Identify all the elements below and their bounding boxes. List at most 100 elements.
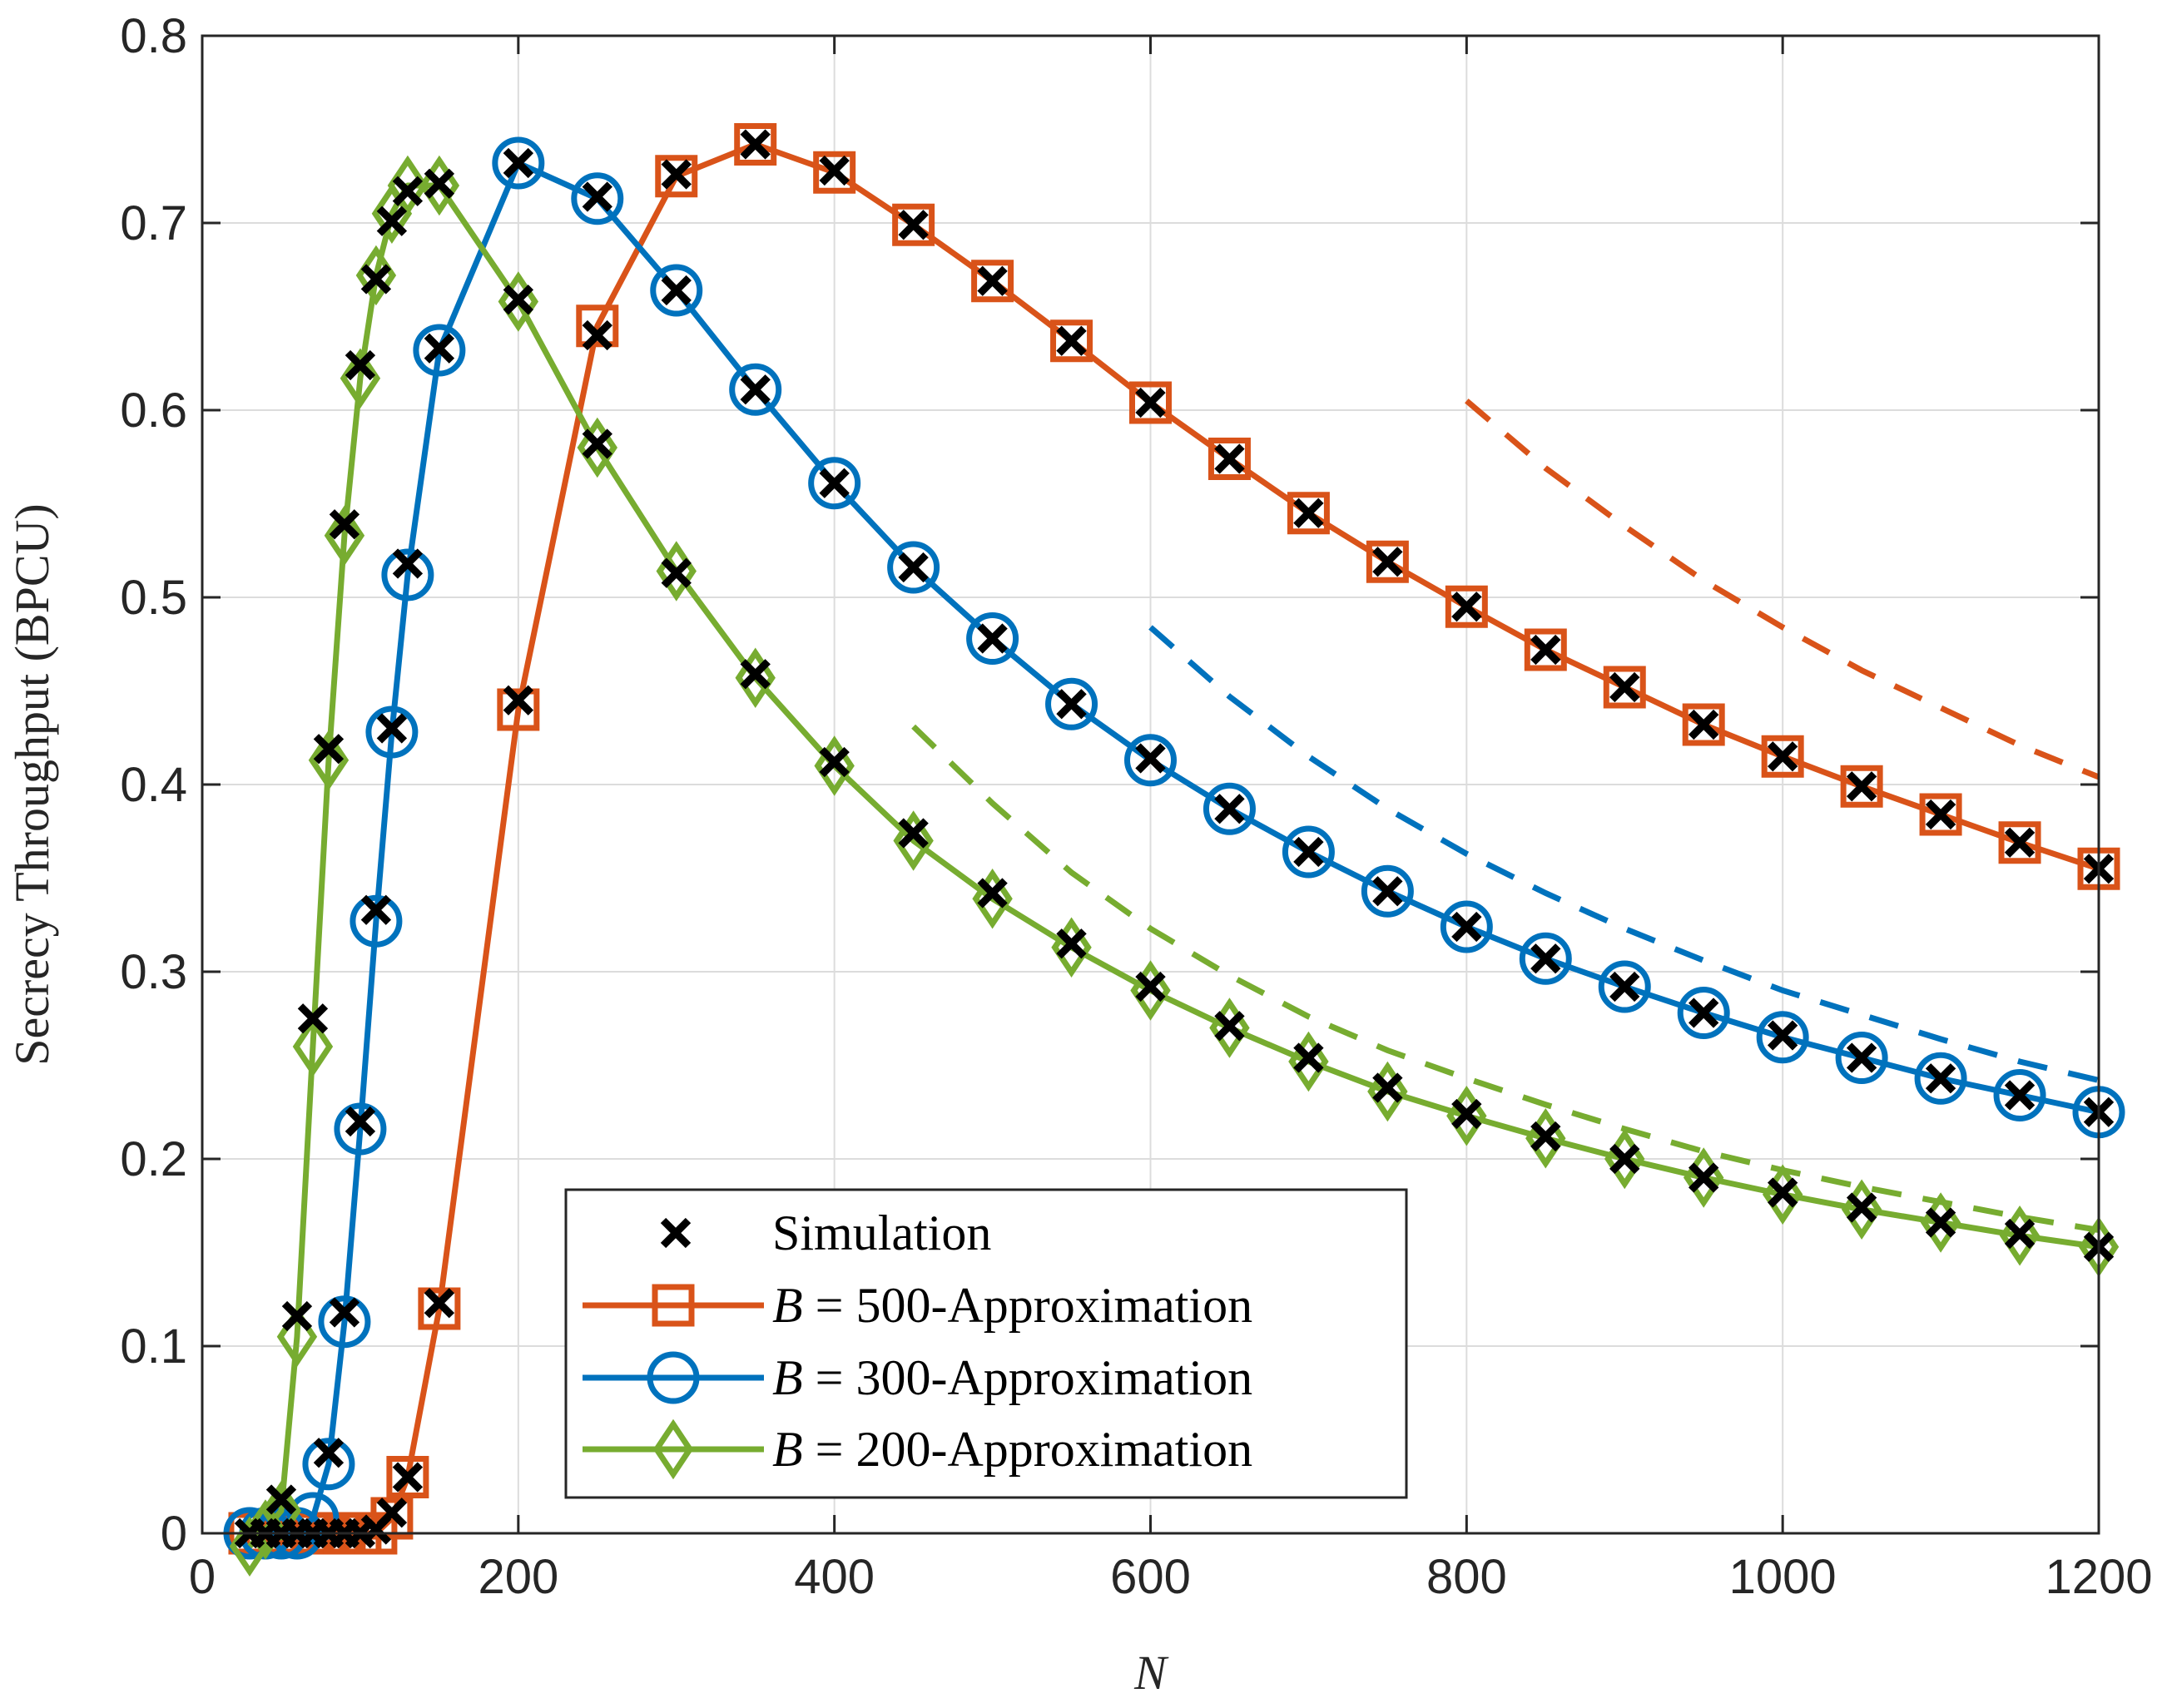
data-point-marker <box>1288 1031 1329 1092</box>
data-point-marker <box>1761 735 1804 778</box>
data-point-marker <box>1366 540 1409 583</box>
simulation-marker <box>1135 387 1166 418</box>
legend-label-b200: B = 200-Approximation <box>772 1422 1252 1477</box>
data-point-marker <box>1367 1061 1408 1122</box>
legend-marker-simulation <box>660 1217 692 1249</box>
simulation-marker <box>1846 1042 1877 1073</box>
simulation-marker <box>1846 1192 1877 1223</box>
simulation-marker <box>1688 998 1719 1028</box>
simulation-marker <box>740 129 771 160</box>
simulation-marker <box>2004 1218 2036 1250</box>
simulation-marker <box>503 147 534 179</box>
x-tick-label: 800 <box>1426 1550 1507 1604</box>
data-point-marker <box>1993 1069 2046 1121</box>
simulation-marker <box>1688 1162 1719 1193</box>
simulation-marker <box>898 210 929 240</box>
simulation-marker <box>819 468 850 498</box>
simulation-marker <box>1609 971 1640 1003</box>
y-axis-title: Secrecy Throughput (BPCU) <box>5 503 59 1066</box>
data-point-marker <box>324 505 365 567</box>
data-point-marker <box>577 417 617 478</box>
legend-marker <box>647 1351 700 1404</box>
data-point-marker <box>1440 900 1493 953</box>
data-point-marker <box>497 688 540 731</box>
data-point-marker <box>1051 917 1092 978</box>
x-tick-label: 1200 <box>2045 1550 2152 1604</box>
y-tick-label: 0.4 <box>120 758 187 812</box>
simulation-marker <box>1451 911 1482 943</box>
data-point-marker <box>655 155 698 198</box>
simulation-marker <box>661 159 692 190</box>
simulation-marker <box>1767 1177 1798 1208</box>
simulation-marker <box>329 1297 360 1328</box>
y-tick-label: 0.2 <box>120 1132 187 1186</box>
dashed-curve <box>1148 625 2100 1083</box>
simulation-marker <box>1372 1072 1403 1103</box>
data-point-marker <box>387 155 429 216</box>
simulation-marker <box>345 349 376 381</box>
data-point-marker <box>1919 793 1962 836</box>
data-point-marker <box>576 304 619 348</box>
legend: Simulation B = 500-Approximation B = 300… <box>564 1188 1408 1499</box>
simulation-marker <box>582 319 612 351</box>
data-point-marker <box>350 894 403 948</box>
simulation-marker <box>1609 1143 1640 1175</box>
simulation-marker <box>503 685 534 715</box>
legend-label-simulation: Simulation <box>772 1206 991 1260</box>
simulation-marker <box>1056 325 1087 356</box>
data-point-marker <box>1203 782 1256 835</box>
x-axis-title: N <box>1133 1646 1169 1700</box>
data-point-marker <box>734 123 777 166</box>
simulation-marker <box>582 181 612 212</box>
data-point-marker <box>413 324 466 377</box>
simulation-marker <box>360 894 392 925</box>
series-group <box>223 136 2125 1560</box>
data-point-marker <box>386 1456 429 1498</box>
data-point-marker <box>381 548 434 602</box>
dashed-curve <box>911 724 2100 1233</box>
data-point-marker <box>808 457 861 510</box>
simulation-marker <box>1688 709 1719 740</box>
data-point-marker <box>1677 987 1730 1039</box>
data-point-marker <box>492 136 545 190</box>
simulation-marker <box>1214 443 1245 474</box>
simulation-marker <box>376 713 408 744</box>
simulation-marker <box>1293 1042 1324 1073</box>
simulation-marker <box>1056 689 1087 720</box>
x-tick-label: 1000 <box>1729 1550 1837 1604</box>
simulation-marker <box>1214 1011 1245 1042</box>
simulation-marker <box>376 205 408 236</box>
simulation-marker <box>819 155 850 186</box>
simulation-marker <box>1451 592 1482 622</box>
data-point-marker <box>1682 703 1725 746</box>
data-point-marker <box>1603 666 1646 709</box>
data-point-marker <box>1598 960 1651 1013</box>
simulation-marker <box>424 1288 455 1319</box>
data-point-marker <box>1287 492 1330 535</box>
x-tick-label: 600 <box>1110 1550 1191 1604</box>
data-point-marker <box>1045 677 1098 730</box>
simulation-marker <box>503 285 534 315</box>
simulation-marker <box>898 552 929 583</box>
simulation-marker <box>345 1106 376 1137</box>
simulation-marker <box>2004 1080 2036 1111</box>
data-point-marker <box>893 810 934 871</box>
simulation-marker <box>977 878 1008 908</box>
simulation-marker <box>1135 971 1166 1003</box>
data-point-marker <box>1519 932 1572 985</box>
data-point-marker <box>418 1287 461 1330</box>
simulation-marker <box>392 176 424 206</box>
simulation-marker <box>1925 1207 1956 1238</box>
simulation-marker <box>392 548 424 579</box>
data-point-marker <box>1361 864 1414 918</box>
data-point-marker <box>308 730 350 791</box>
simulation-marker <box>1293 836 1324 868</box>
data-point-marker <box>334 1102 387 1156</box>
data-point-marker <box>1207 438 1251 480</box>
data-point-marker <box>887 541 940 594</box>
data-point-marker <box>966 612 1019 665</box>
simulation-marker <box>1609 671 1640 703</box>
simulation-marker <box>2004 827 2036 858</box>
simulation-marker <box>281 1300 313 1332</box>
simulation-marker <box>740 659 771 690</box>
